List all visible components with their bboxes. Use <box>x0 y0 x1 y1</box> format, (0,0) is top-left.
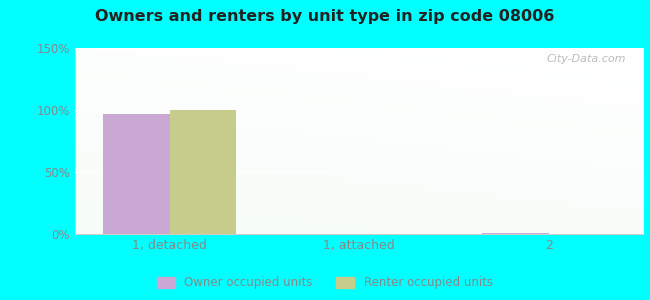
Legend: Owner occupied units, Renter occupied units: Owner occupied units, Renter occupied un… <box>153 272 497 294</box>
Bar <box>170 110 236 234</box>
Bar <box>103 114 170 234</box>
Text: Owners and renters by unit type in zip code 08006: Owners and renters by unit type in zip c… <box>96 9 554 24</box>
Bar <box>482 233 549 234</box>
Text: City-Data.com: City-Data.com <box>547 54 627 64</box>
